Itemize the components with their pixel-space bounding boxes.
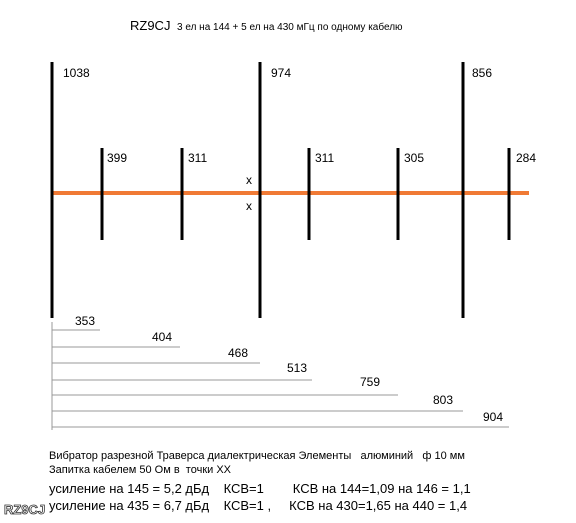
spacing-label: 513 — [287, 361, 307, 375]
note: Запитка кабелем 50 Ом в точки XX — [49, 464, 232, 476]
note: Вибратор разрезной Траверса диалектричес… — [49, 450, 465, 462]
callsign: RZ9CJ — [130, 18, 170, 33]
element-length: 284 — [516, 151, 536, 165]
element-length: 974 — [271, 66, 291, 80]
note: усиление на 145 = 5,2 дБд КСВ=1 КСВ на 1… — [49, 481, 471, 496]
feed-mark: x — [246, 173, 252, 187]
feed-mark: x — [246, 199, 252, 213]
watermark: RZ9CJ — [4, 502, 45, 517]
spacing-label: 404 — [152, 330, 172, 344]
spacing-label: 904 — [483, 410, 503, 424]
element-length: 311 — [315, 151, 334, 165]
note: усиление на 435 = 6,7 дБд КСВ=1 , КСВ на… — [49, 498, 467, 513]
spacing-label: 468 — [228, 346, 248, 360]
element-length: 305 — [404, 151, 424, 165]
title: 3 ел на 144 + 5 ел на 430 мГц по одному … — [177, 21, 403, 33]
spacing-label: 803 — [433, 393, 453, 407]
element-length: 311 — [188, 151, 207, 165]
element-length: 1038 — [63, 66, 90, 80]
spacing-label: 353 — [75, 314, 95, 328]
element-length: 856 — [472, 66, 492, 80]
spacing-label: 759 — [360, 375, 380, 389]
element-length: 399 — [107, 151, 127, 165]
